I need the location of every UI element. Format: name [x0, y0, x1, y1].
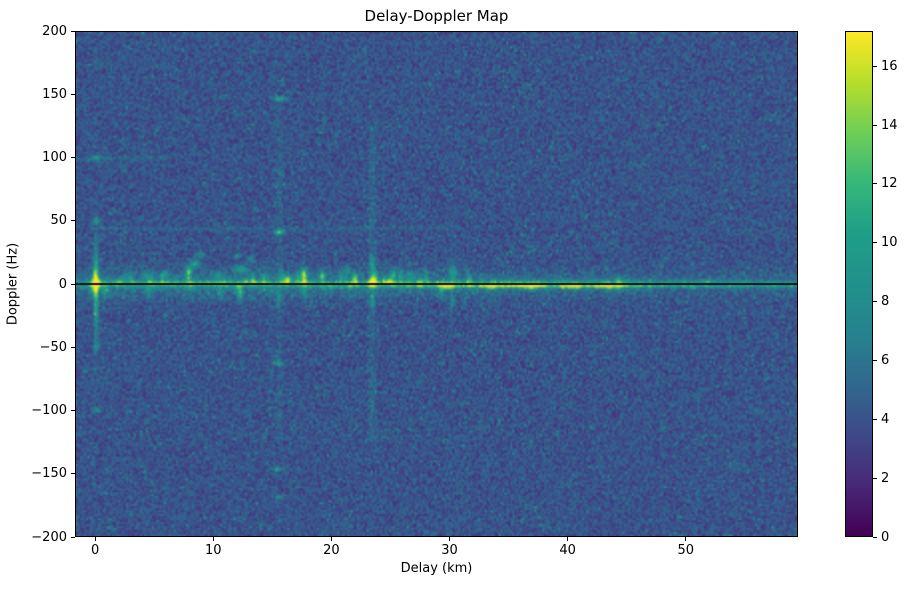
y-tick-mark [71, 30, 75, 32]
y-tick-mark [71, 346, 75, 348]
x-tick-mark [685, 537, 687, 541]
delay-doppler-heatmap [76, 32, 797, 536]
plot-title: Delay-Doppler Map [364, 7, 509, 25]
colorbar-tick-mark [873, 359, 877, 361]
y-tick-label: 100 [42, 150, 67, 165]
x-tick-mark [448, 537, 450, 541]
y-tick-label: −100 [31, 403, 67, 418]
x-tick-label: 40 [559, 543, 576, 558]
colorbar-tick-mark [873, 124, 877, 126]
y-tick-mark [71, 157, 75, 158]
x-tick-mark [330, 537, 332, 541]
y-tick-label: 50 [50, 213, 67, 229]
x-tick-label: 10 [204, 543, 222, 558]
y-tick-label: −50 [39, 339, 67, 355]
colorbar-tick-mark [873, 242, 877, 244]
colorbar-tick-mark [873, 536, 877, 538]
y-tick-label: 0 [58, 276, 67, 292]
colorbar-tick-label: 10 [881, 235, 898, 251]
plot-area [75, 31, 798, 537]
colorbar-tick-mark [873, 301, 877, 303]
colorbar-tick-mark [873, 183, 877, 185]
colorbar-tick-label: 12 [881, 176, 898, 192]
y-tick-mark [71, 283, 75, 285]
y-tick-mark [71, 220, 75, 222]
y-axis-label: Doppler (Hz) [5, 242, 21, 326]
colorbar-tick-label: 8 [881, 294, 890, 310]
colorbar-tick-label: 0 [881, 529, 890, 545]
x-tick-mark [212, 537, 214, 541]
x-axis-label: Delay (km) [400, 561, 473, 576]
colorbar-tick-label: 16 [881, 58, 898, 74]
colorbar-gradient [846, 32, 872, 536]
colorbar-tick-mark [873, 418, 877, 420]
y-tick-mark [71, 473, 75, 475]
y-tick-label: −150 [31, 466, 67, 482]
y-tick-label: 200 [42, 23, 67, 39]
colorbar-tick-mark [873, 477, 877, 479]
x-tick-mark [94, 537, 96, 541]
colorbar-tick-label: 6 [881, 352, 890, 368]
y-tick-mark [71, 410, 75, 411]
y-tick-mark [71, 93, 75, 95]
y-tick-label: 150 [42, 86, 67, 102]
colorbar-tick-label: 4 [881, 411, 890, 427]
colorbar-tick-label: 2 [881, 470, 890, 486]
colorbar [845, 31, 873, 537]
x-tick-label: 20 [323, 543, 340, 558]
y-tick-label: −200 [31, 529, 67, 545]
y-tick-mark [71, 536, 75, 538]
colorbar-tick-label: 14 [881, 117, 898, 133]
x-tick-label: 0 [90, 543, 100, 558]
x-tick-label: 30 [441, 543, 458, 558]
x-tick-mark [567, 537, 569, 541]
colorbar-tick-mark [873, 65, 877, 67]
x-tick-label: 50 [677, 543, 695, 558]
